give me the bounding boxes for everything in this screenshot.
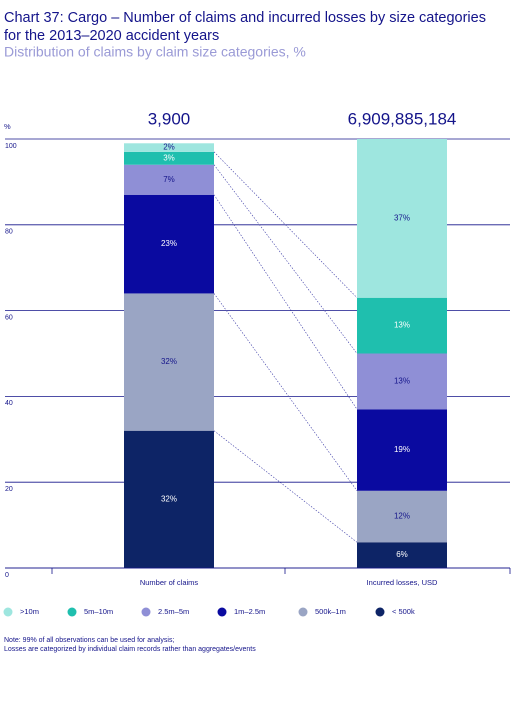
legend-swatch xyxy=(217,607,227,617)
legend-swatch xyxy=(3,607,13,617)
data-label: 6% xyxy=(396,550,408,559)
bar-segment xyxy=(357,490,447,543)
chart-subtitle: Distribution of claims by claim size cat… xyxy=(4,44,306,60)
data-label: 12% xyxy=(394,512,410,521)
y-tick-label: 40 xyxy=(5,400,13,407)
y-tick-label: 80 xyxy=(5,229,13,236)
note: Losses are categorized by individual cla… xyxy=(4,646,256,653)
bar-segment xyxy=(124,164,214,195)
connector xyxy=(213,194,358,410)
legend-label: >10m xyxy=(20,607,39,616)
legend-swatch xyxy=(67,607,77,617)
connector xyxy=(213,293,358,491)
connector xyxy=(213,151,358,298)
bar-segment xyxy=(124,151,214,165)
bar-total: 3,900 xyxy=(148,109,191,128)
legend-label: 500k–1m xyxy=(315,607,346,616)
bar-segment xyxy=(124,143,214,152)
legend-swatch xyxy=(298,607,308,617)
legend-swatch xyxy=(375,607,385,617)
legend-swatch xyxy=(141,607,151,617)
bar-segment xyxy=(357,409,447,491)
data-label: 7% xyxy=(163,175,175,184)
legend-label: < 500k xyxy=(392,607,415,616)
bar-segment xyxy=(357,353,447,410)
y-tick-label: 100 xyxy=(5,143,17,150)
bar-total: 6,909,885,184 xyxy=(348,109,457,128)
data-label: 37% xyxy=(394,213,410,222)
data-label: 13% xyxy=(394,376,410,385)
x-tick-label: Number of claims xyxy=(140,578,199,587)
legend-label: 2.5m–5m xyxy=(158,607,189,616)
y-tick-label: 20 xyxy=(5,486,13,493)
chart-title-line-2: for the 2013–2020 accident years xyxy=(4,28,219,44)
data-label: 32% xyxy=(161,357,177,366)
note: Note: 99% of all observations can be use… xyxy=(4,637,174,644)
data-label: 19% xyxy=(394,445,410,454)
bar-segment xyxy=(357,297,447,354)
connector xyxy=(213,164,358,354)
data-label: 23% xyxy=(161,239,177,248)
x-tick-label: Incurred losses, USD xyxy=(367,578,438,587)
data-label: 2% xyxy=(163,143,175,152)
y-tick-label: 60 xyxy=(5,314,13,321)
data-label: 32% xyxy=(161,494,177,503)
y-axis-label: % xyxy=(4,122,11,131)
data-label: 13% xyxy=(394,321,410,330)
data-label: 3% xyxy=(163,153,175,162)
bar-segment xyxy=(124,194,214,294)
bar-segment xyxy=(124,293,214,431)
legend-label: 1m–2.5m xyxy=(234,607,265,616)
chart-title-line-1: Chart 37: Cargo – Number of claims and i… xyxy=(4,10,486,26)
legend-label: 5m–10m xyxy=(84,607,113,616)
connector xyxy=(213,430,358,543)
bar-segment xyxy=(124,430,214,568)
y-tick-label: 0 xyxy=(5,572,9,579)
bar-segment xyxy=(357,139,447,298)
bar-segment xyxy=(357,542,447,568)
